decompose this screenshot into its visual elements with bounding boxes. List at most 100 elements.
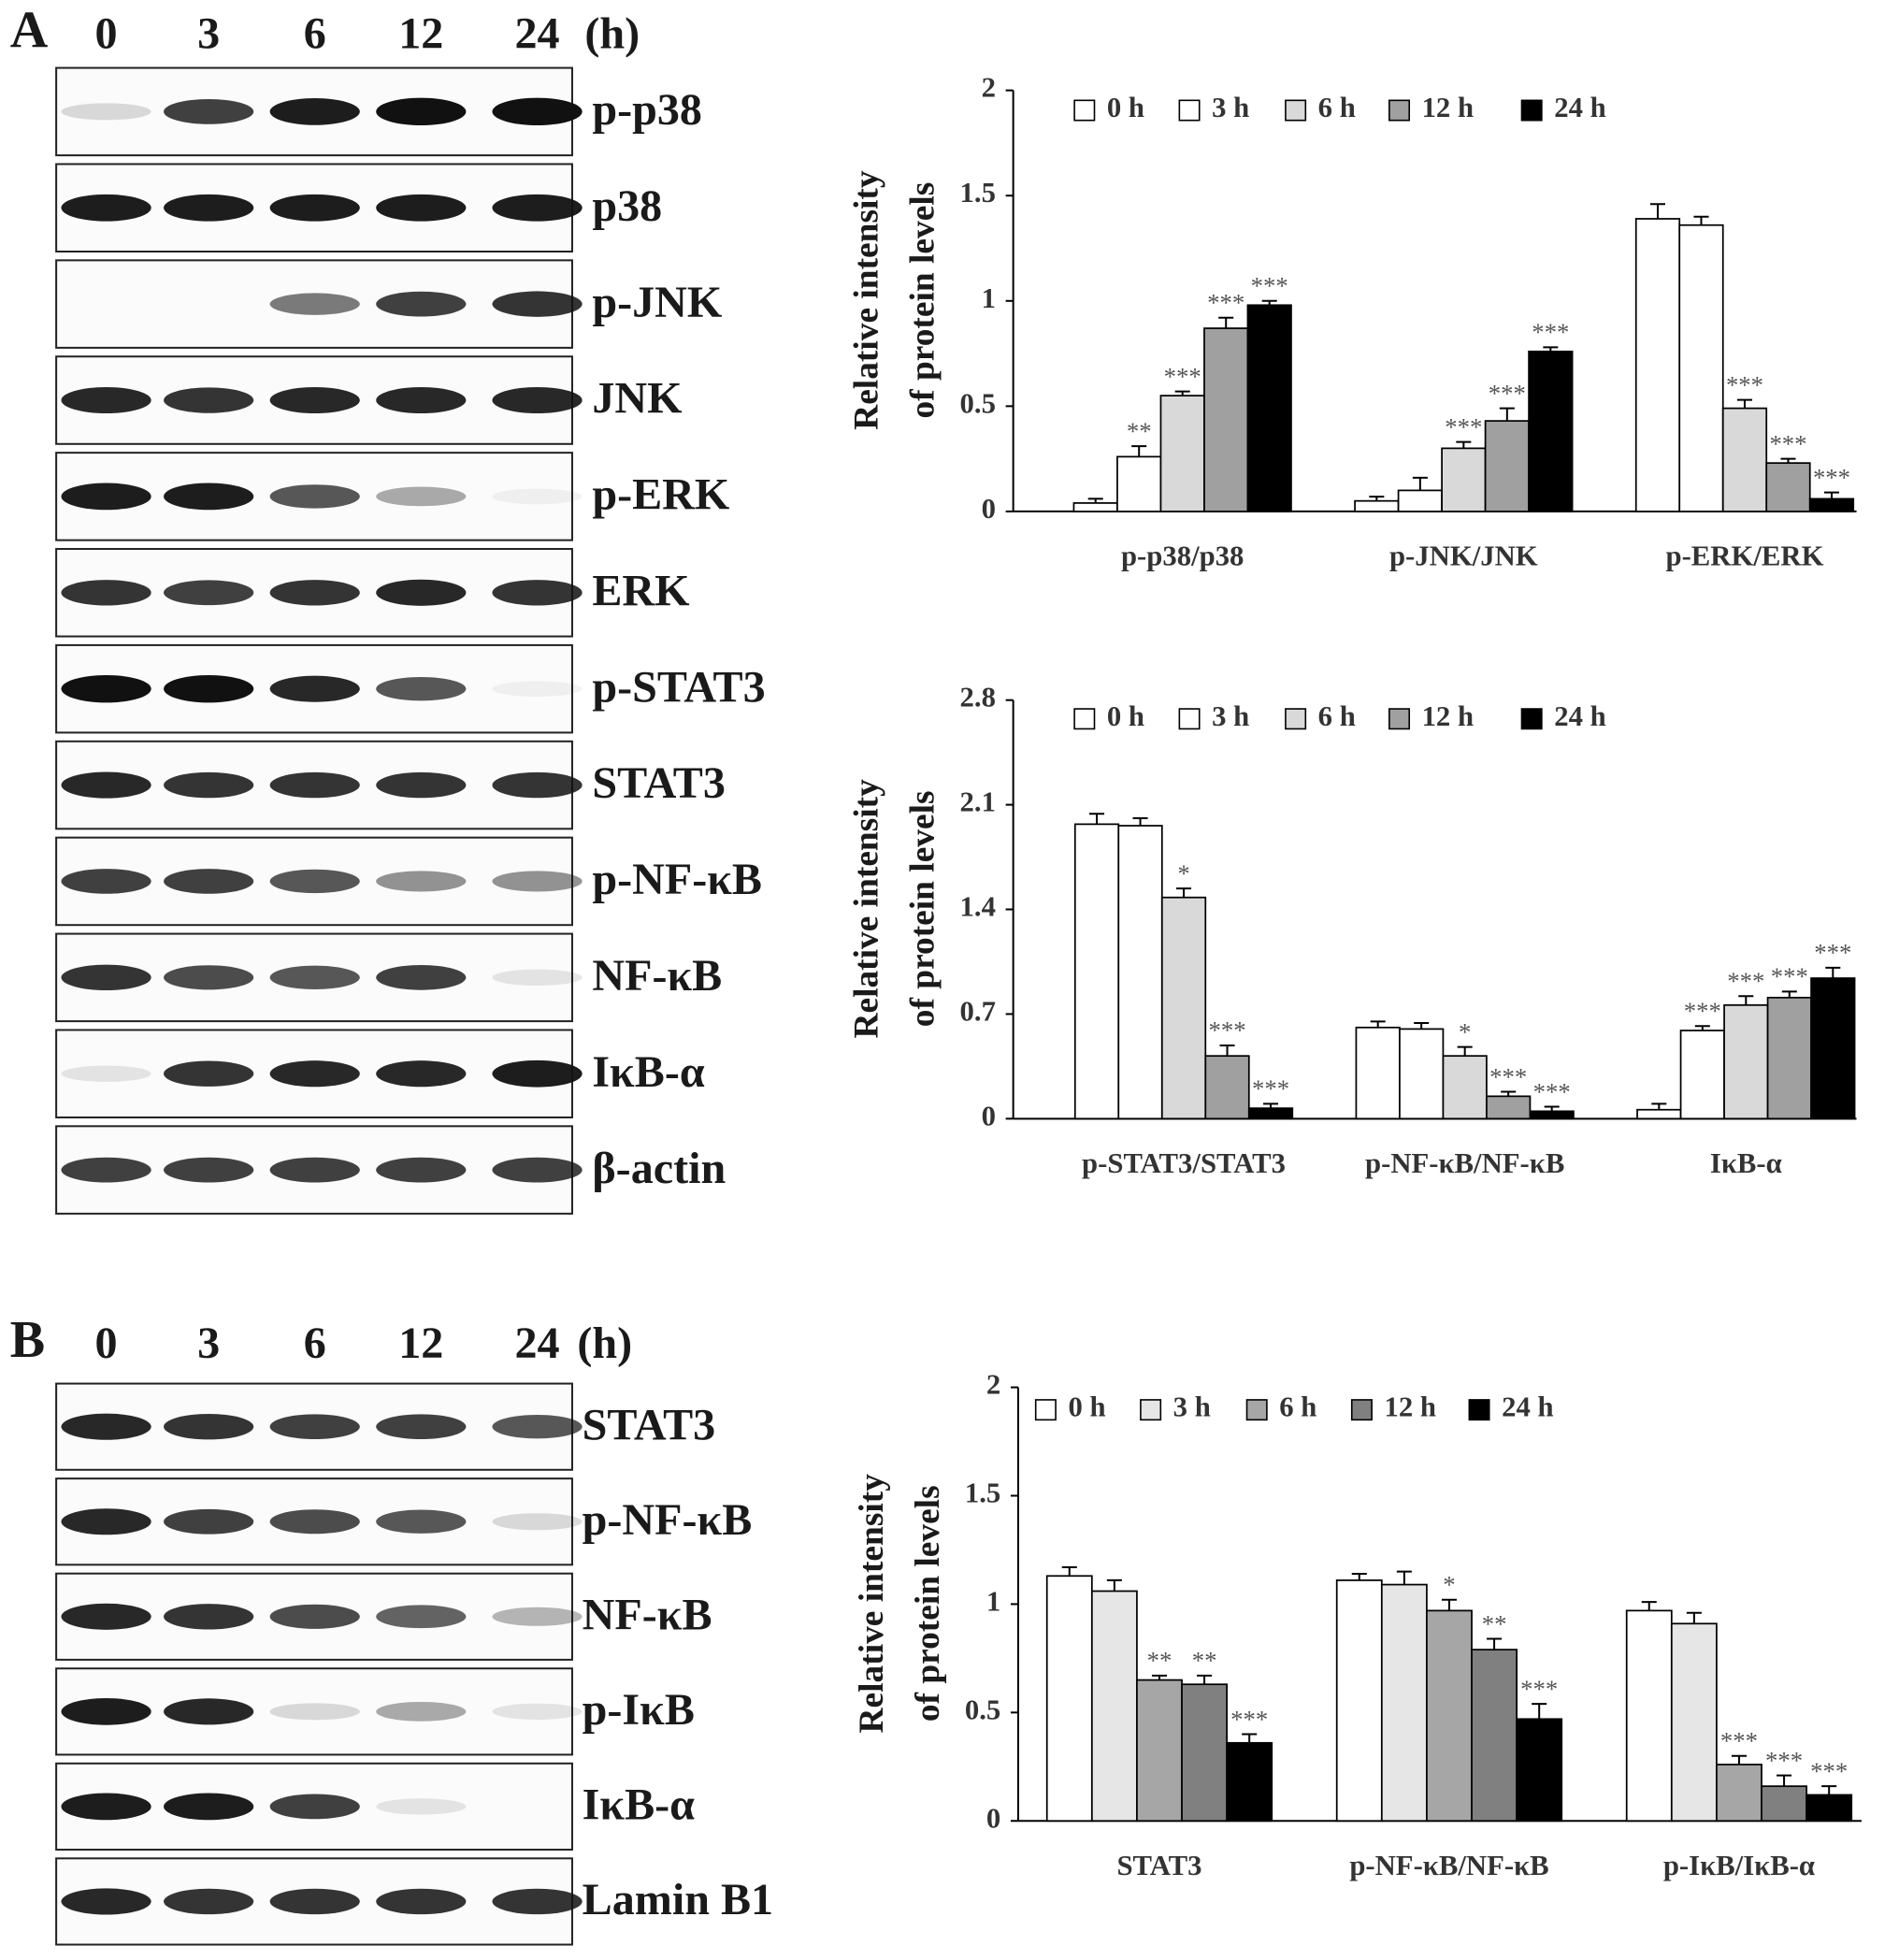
significance: *** (1520, 1675, 1558, 1703)
significance: ** (1192, 1647, 1217, 1675)
error-bar (1821, 1785, 1837, 1795)
legend-swatch (1388, 708, 1411, 730)
band (376, 1060, 467, 1088)
band (492, 1888, 583, 1915)
legend-swatch (1388, 99, 1411, 122)
bar (1045, 1575, 1093, 1823)
significance: *** (1765, 1746, 1803, 1774)
bar (1354, 499, 1400, 512)
y-tick-label: 0.7 (960, 995, 996, 1027)
band (492, 771, 583, 799)
y-tick-label: 0.5 (960, 387, 996, 419)
band (61, 1888, 151, 1915)
y-tick-label: 1 (982, 282, 996, 314)
bar (1810, 977, 1856, 1120)
bar (1634, 218, 1681, 512)
bar (1397, 489, 1443, 512)
bar (1441, 447, 1487, 512)
band (269, 386, 360, 414)
unit-label: (h) (577, 1319, 632, 1368)
band (376, 97, 467, 126)
lane-label: 12 (398, 9, 443, 59)
legend-swatch (1350, 1399, 1373, 1421)
band (61, 386, 151, 414)
bar (1380, 1583, 1428, 1823)
bar (1136, 1679, 1183, 1823)
legend-label: 6 h (1279, 1391, 1316, 1423)
band (269, 675, 360, 702)
error-bar (1825, 966, 1841, 979)
blot-label: NF-κB (592, 951, 722, 1001)
error-bar (1087, 497, 1103, 503)
band (61, 1508, 151, 1535)
blot-label: p-ERK (592, 470, 730, 520)
band (269, 97, 360, 125)
band (269, 1060, 360, 1088)
error-bar (1106, 1578, 1122, 1592)
legend-swatch (1520, 99, 1543, 122)
blot-label: p-NF-κB (592, 855, 762, 904)
band (269, 1157, 360, 1183)
significance: * (1177, 859, 1189, 887)
lane-label: 6 (304, 9, 326, 59)
significance: *** (1230, 1705, 1268, 1733)
band (269, 1703, 360, 1721)
significance: *** (1720, 1726, 1758, 1754)
band (164, 1157, 254, 1183)
bar (1335, 1579, 1383, 1823)
band (376, 194, 467, 222)
legend-swatch (1520, 708, 1543, 730)
band (269, 580, 360, 606)
legend-label: 24 h (1554, 700, 1605, 732)
legend-label: 6 h (1318, 700, 1356, 732)
legend-label: 12 h (1384, 1391, 1435, 1423)
error-bar (1132, 816, 1148, 826)
legend-label: 3 h (1173, 1391, 1211, 1423)
bar (1442, 1055, 1488, 1120)
bar (1203, 327, 1249, 512)
bar (1761, 1785, 1807, 1823)
significance: * (1443, 1571, 1455, 1599)
y-tick-label: 0 (982, 1100, 996, 1131)
y-tick-label: 0 (986, 1802, 1000, 1834)
bar (1723, 1003, 1769, 1120)
band (61, 1413, 151, 1440)
error-bar (1499, 407, 1515, 422)
significance: *** (1532, 318, 1569, 346)
error-bar (1197, 1674, 1213, 1685)
bar (1072, 502, 1118, 512)
x-tick-label: p-NF-κB/NF-κB (1365, 1147, 1564, 1179)
lane-label: 6 (304, 1319, 326, 1368)
band (492, 580, 583, 606)
significance: *** (1810, 1757, 1848, 1785)
x-tick-label: p-ERK/ERK (1665, 540, 1823, 572)
bar (1670, 1622, 1718, 1823)
band (61, 1065, 151, 1082)
band (61, 674, 151, 703)
blot-label: STAT3 (592, 758, 726, 808)
error-bar (1441, 1598, 1457, 1611)
band (164, 483, 254, 511)
y-tick-label: 1.5 (960, 177, 996, 209)
error-bar (1456, 440, 1472, 449)
band (376, 1888, 467, 1915)
band (376, 1414, 467, 1440)
error-bar (1686, 1611, 1702, 1624)
bar (1486, 1095, 1532, 1120)
error-bar (1736, 398, 1752, 409)
band (376, 486, 467, 507)
band (164, 194, 254, 222)
band (164, 1793, 254, 1821)
legend-swatch (1178, 99, 1201, 122)
y-tick-label: 2 (986, 1369, 1000, 1401)
bar (1247, 1107, 1294, 1120)
significance: *** (1207, 289, 1244, 317)
band (492, 291, 583, 317)
bar (1181, 1683, 1229, 1823)
error-bar (1649, 203, 1665, 219)
band (492, 194, 583, 222)
bar (1516, 1718, 1563, 1823)
bar (1808, 497, 1855, 512)
band (164, 771, 254, 799)
error-bar (1396, 1570, 1412, 1585)
